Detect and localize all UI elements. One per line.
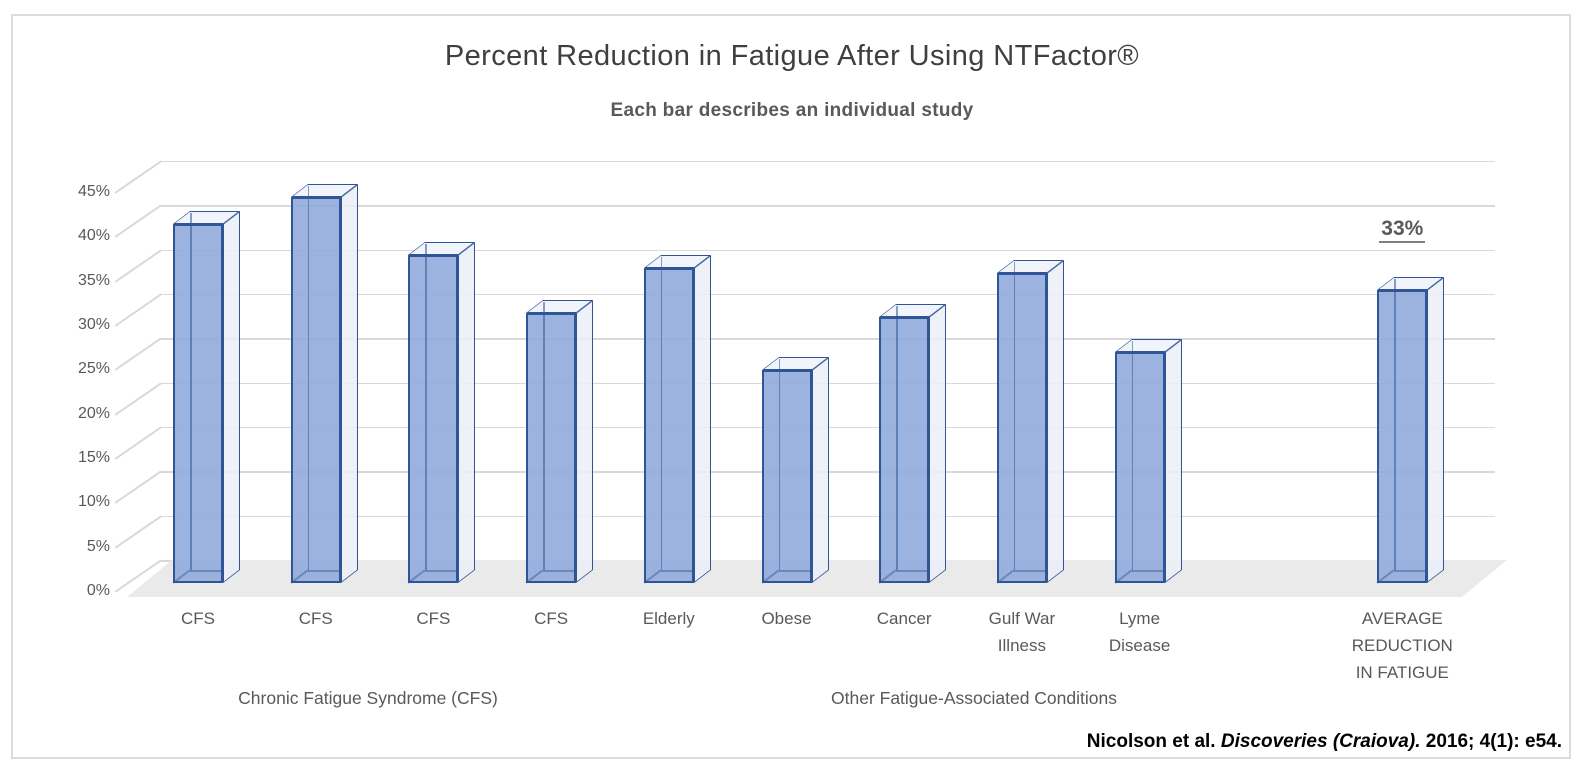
bar-data-label-text: 33% bbox=[1379, 217, 1426, 243]
bar-back-edge bbox=[543, 301, 545, 570]
chart-subtitle: Each bar describes an individual study bbox=[610, 100, 974, 121]
citation-issue: 2016; 4(1): e54. bbox=[1425, 731, 1562, 752]
x-category-label: Elderly bbox=[642, 609, 695, 628]
axis-group-label: Other Fatigue-Associated Conditions bbox=[831, 688, 1117, 708]
bar-front-face bbox=[526, 312, 577, 583]
bar-back-bottom-edge bbox=[1131, 570, 1165, 572]
bar-back-bottom-edge bbox=[425, 570, 459, 572]
bar-back-edge bbox=[896, 305, 898, 570]
bar-back-bottom-edge bbox=[190, 570, 223, 572]
gridline-hook bbox=[114, 249, 162, 283]
bar-front-face bbox=[643, 268, 694, 583]
y-tick-label: 40% bbox=[77, 227, 110, 245]
bar-front-face bbox=[408, 254, 459, 583]
bar-back-bottom-edge bbox=[1394, 570, 1428, 572]
x-category-label: CFS bbox=[534, 609, 569, 628]
x-category-label: Obese bbox=[761, 609, 812, 628]
y-tick-label: 15% bbox=[77, 448, 110, 466]
gridline-hook bbox=[114, 293, 162, 327]
gridline bbox=[160, 338, 1495, 340]
bar-data-label: 33% bbox=[1352, 217, 1452, 243]
x-category-label: Lyme Disease bbox=[1108, 609, 1171, 656]
x-category-label: Cancer bbox=[876, 609, 932, 628]
bar-back-bottom-edge bbox=[543, 570, 577, 572]
gridline-hook bbox=[114, 160, 162, 194]
x-category-label: CFS bbox=[181, 609, 215, 628]
y-tick-label: 35% bbox=[77, 271, 110, 289]
bar-front-face bbox=[1114, 352, 1165, 583]
bar-side-face bbox=[1427, 277, 1445, 583]
bar-back-edge bbox=[1131, 341, 1134, 570]
bar-back-edge bbox=[1013, 261, 1016, 570]
x-category-label: Gulf War Illness bbox=[988, 609, 1056, 656]
bar-side-face bbox=[576, 299, 594, 583]
bar-side-face bbox=[929, 303, 947, 583]
bar-side-face bbox=[223, 210, 240, 583]
gridline-hook bbox=[114, 204, 162, 238]
x-category-label: CFS bbox=[416, 609, 451, 628]
gridline-hook bbox=[114, 470, 162, 504]
y-tick-label: 30% bbox=[77, 315, 110, 333]
bar-back-bottom-edge bbox=[1013, 570, 1047, 572]
citation-author: Nicolson et al. bbox=[1086, 731, 1221, 752]
bar-back-edge bbox=[190, 212, 192, 570]
bar-front-face bbox=[173, 223, 223, 583]
y-tick-label: 0% bbox=[86, 582, 110, 599]
y-tick-label: 25% bbox=[77, 360, 110, 378]
bar-back-edge bbox=[778, 359, 781, 570]
bar-side-face bbox=[458, 241, 476, 583]
gridline bbox=[160, 205, 1495, 207]
bar-back-bottom-edge bbox=[307, 570, 341, 572]
bar-back-bottom-edge bbox=[660, 570, 694, 572]
gridline bbox=[160, 160, 1495, 163]
bar-side-face bbox=[1164, 339, 1182, 583]
bar-side-face bbox=[811, 357, 829, 583]
y-tick-label: 20% bbox=[77, 404, 110, 422]
bar-front-face bbox=[1377, 290, 1428, 583]
gridline-hook bbox=[114, 382, 162, 416]
gridline-hook bbox=[114, 426, 162, 460]
bar-front-face bbox=[761, 370, 812, 583]
y-tick-label: 45% bbox=[77, 182, 110, 200]
bar-back-edge bbox=[425, 243, 427, 570]
citation: Nicolson et al. Discoveries (Craiova). 2… bbox=[1087, 731, 1562, 753]
gridline-hook bbox=[114, 515, 162, 549]
bar-back-edge bbox=[307, 186, 310, 570]
y-tick-label: 5% bbox=[86, 537, 110, 555]
y-tick-label: 10% bbox=[77, 493, 110, 511]
x-category-label: CFS bbox=[298, 609, 333, 628]
bar-front-face bbox=[879, 316, 930, 583]
citation-journal: Discoveries (Craiova). bbox=[1220, 731, 1426, 752]
bar-back-bottom-edge bbox=[778, 570, 812, 572]
gridline bbox=[160, 249, 1495, 252]
axis-group-label: Chronic Fatigue Syndrome (CFS) bbox=[238, 688, 498, 708]
bar-front-face bbox=[996, 272, 1047, 583]
chart-title: Percent Reduction in Fatigue After Using… bbox=[444, 40, 1140, 72]
bar-side-face bbox=[340, 184, 358, 583]
bar-front-face bbox=[290, 197, 341, 583]
bar-back-edge bbox=[1394, 279, 1396, 570]
gridline bbox=[160, 293, 1495, 296]
bar-side-face bbox=[1046, 259, 1064, 583]
bar-side-face bbox=[693, 255, 711, 583]
gridline-hook bbox=[114, 337, 162, 371]
bar-back-bottom-edge bbox=[896, 570, 930, 572]
bar-back-edge bbox=[660, 257, 663, 570]
x-category-label: AVERAGE REDUCTION IN FATIGUE bbox=[1351, 609, 1453, 683]
